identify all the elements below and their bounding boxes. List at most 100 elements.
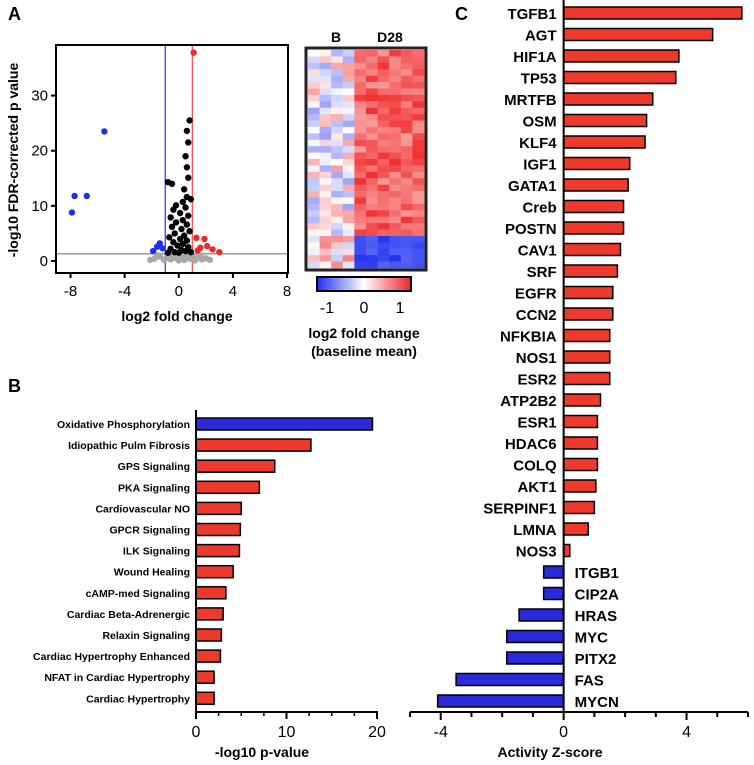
regulator-bar-chart: TGFB1 AGT HIF1A TP53 MRTFB OSM KLF4 IGF1 GATA1 Cr… — [409, 0, 749, 760]
heatmap-cell — [331, 82, 344, 89]
heatmap-cell — [308, 75, 320, 83]
volcano-point — [83, 192, 90, 200]
heatmap-cell — [412, 191, 425, 198]
heatmap-cell — [389, 235, 402, 243]
heatmap-cell — [342, 261, 355, 269]
heatmap-cell — [400, 50, 413, 57]
heatmap-cell — [366, 261, 378, 269]
heatmap-cell — [366, 229, 378, 237]
heatmap-cell — [331, 62, 344, 70]
heatmap-cell — [389, 152, 402, 160]
heatmap-cell — [412, 101, 425, 109]
heatmap-frame — [304, 46, 428, 272]
regulator-bar — [562, 414, 599, 429]
heatmap-cell — [308, 197, 320, 205]
heatmap-cell — [308, 159, 320, 166]
heatmap-cell — [400, 255, 413, 262]
pathway-label: GPS Signaling — [118, 461, 190, 473]
heatmap-cell — [377, 107, 390, 115]
heatmap-cell — [342, 235, 355, 243]
heatmap-cell — [412, 107, 425, 115]
heatmap-cell — [308, 248, 320, 256]
regulator-label: NFKBIA — [500, 329, 557, 346]
heatmap-cell — [354, 255, 367, 262]
volcano-ylabel: -log10 FDR-corrected p value — [5, 63, 21, 258]
regulator-label: ATP2B2 — [500, 393, 556, 410]
volcano-point — [178, 225, 185, 233]
heatmap-cell — [389, 146, 402, 153]
heatmap-cell — [342, 94, 355, 102]
heatmap-cell — [389, 255, 402, 262]
heatmap-cell — [412, 235, 425, 243]
heatmap-cell — [354, 261, 367, 269]
heatmap-cell — [308, 261, 320, 269]
heatmap-cell — [342, 139, 355, 147]
pathway-xlabel: -log10 p-value — [215, 744, 309, 760]
heatmap-cell — [377, 101, 390, 109]
heatmap-cell — [342, 165, 355, 173]
heatmap-cell — [377, 242, 390, 250]
volcano-point — [71, 192, 78, 200]
regulator-label: MYC — [575, 630, 609, 647]
heatmap-cell — [342, 133, 355, 141]
heatmap-cell — [412, 133, 425, 141]
heatmap-cell — [389, 184, 402, 192]
heatmap: B D28 -1 0 1 log2 fold change (baseline me… — [304, 29, 428, 359]
heatmap-cell — [400, 229, 413, 237]
heatmap-cell — [412, 114, 425, 121]
heatmap-cell — [354, 114, 367, 121]
heatmap-cell — [389, 56, 402, 64]
pathway-label: Relaxin Signaling — [102, 630, 190, 642]
heatmap-cell — [319, 146, 332, 153]
heatmap-cell — [354, 184, 367, 192]
pathway-label: PKA Signaling — [118, 482, 190, 494]
volcano-point — [209, 246, 216, 253]
heatmap-cell — [377, 165, 390, 173]
regulator-bar — [506, 651, 565, 665]
regulator-label: CCN2 — [516, 307, 557, 324]
heatmap-cell — [389, 82, 402, 89]
heatmap-cell — [412, 82, 425, 89]
heatmap-cell — [308, 88, 320, 96]
pathway-label: Cardiac Hypertrophy — [86, 693, 190, 705]
volcano-xtick-label: 4 — [229, 283, 237, 300]
heatmap-cell — [308, 171, 320, 179]
volcano-point — [179, 216, 187, 224]
regulator-label: GATA1 — [508, 178, 557, 195]
heatmap-cell — [366, 88, 378, 96]
regulator-label: SRF — [527, 264, 557, 281]
heatmap-cell — [400, 216, 413, 224]
heatmap-cell — [412, 126, 425, 134]
heatmap-cell — [389, 210, 402, 218]
volcano-xlabel: log2 fold change — [121, 308, 232, 324]
colorbar-caption-line2: (baseline mean) — [311, 343, 417, 359]
heatmap-cell — [354, 242, 367, 250]
regulator-bar — [562, 27, 714, 42]
heatmap-cell — [366, 171, 378, 179]
heatmap-cell — [400, 139, 413, 147]
heatmap-cell — [319, 203, 332, 211]
heatmap-cell — [389, 159, 402, 166]
heatmap-cell — [400, 191, 413, 198]
heatmap-cell — [308, 152, 320, 160]
heatmap-cell — [342, 197, 355, 205]
regulator-xlabel: Activity Z-score — [497, 744, 602, 760]
regulator-bar — [436, 694, 565, 708]
heatmap-cell — [308, 94, 320, 102]
pathway-xtick-label: 20 — [368, 724, 386, 741]
heatmap-cell — [366, 197, 378, 205]
heatmap-cell — [331, 94, 344, 102]
heatmap-cell — [319, 210, 332, 218]
volcano-xtick-label: -4 — [118, 283, 131, 300]
heatmap-cell — [377, 56, 390, 64]
pathway-bar — [195, 564, 234, 579]
regulator-label: ESR1 — [517, 415, 556, 432]
volcano-point — [166, 234, 173, 241]
heatmap-cell — [331, 178, 344, 186]
volcano-point — [101, 128, 108, 135]
heatmap-cell — [412, 184, 425, 192]
volcano-point — [193, 234, 200, 242]
heatmap-cell — [342, 75, 355, 83]
heatmap-cell — [389, 191, 402, 198]
heatmap-cell — [400, 107, 413, 115]
